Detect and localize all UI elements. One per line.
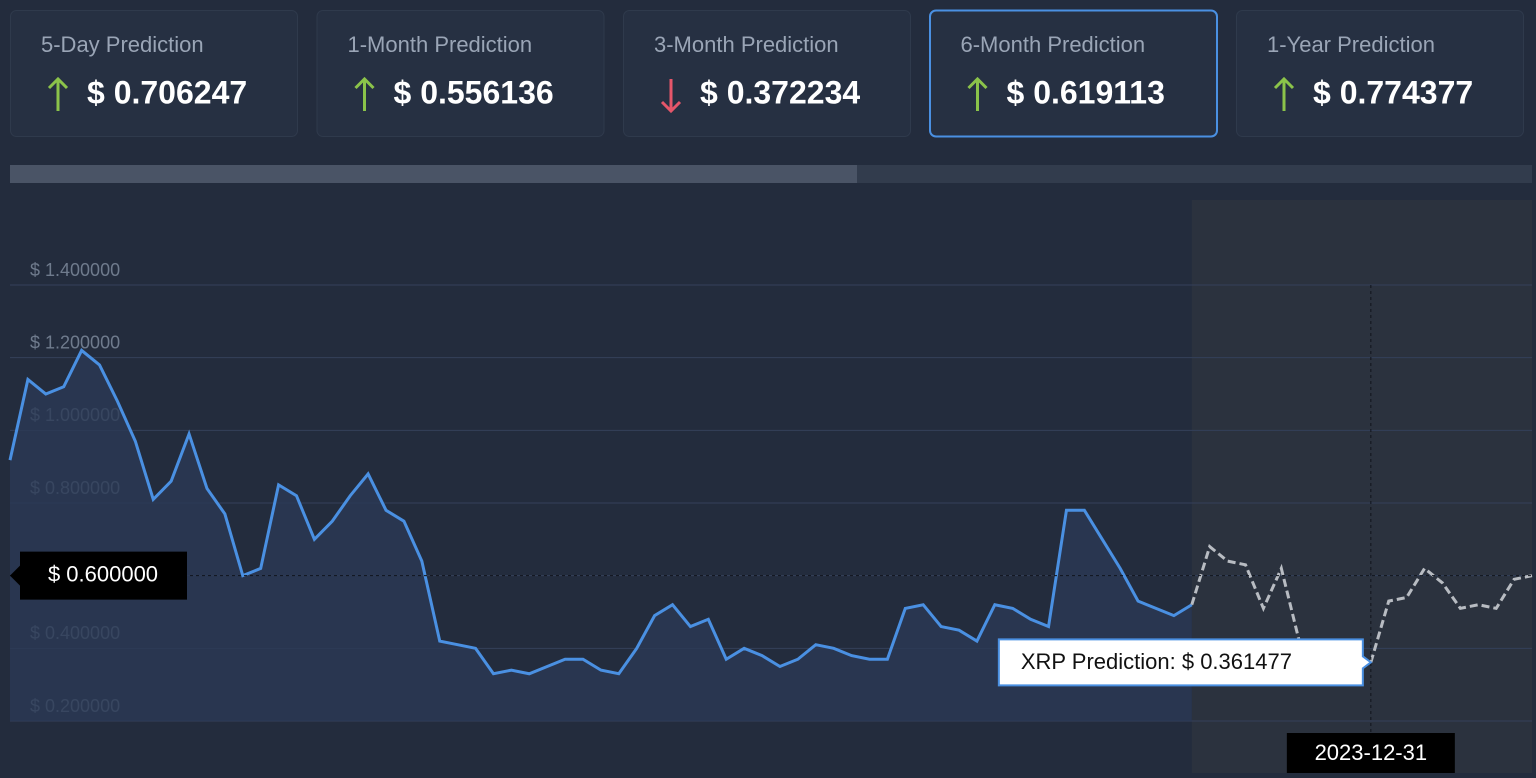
card-value: $ 0.774377	[1313, 74, 1473, 110]
price-line	[8, 348, 1193, 676]
prediction-card[interactable]	[623, 10, 911, 137]
card-value: $ 0.372234	[700, 74, 860, 110]
y-tick-label: $ 1.200000	[30, 332, 120, 352]
tooltip-box	[997, 638, 1373, 687]
card-value: $ 0.556136	[394, 74, 554, 110]
arrow-up	[967, 76, 988, 111]
crosshair-y-label: $ 0.600000	[48, 561, 158, 586]
crosshair-y-box	[10, 551, 187, 600]
card-label: 1-Year Prediction	[1267, 32, 1435, 57]
area-fill	[10, 350, 1192, 721]
card-label: 3-Month Prediction	[654, 32, 839, 57]
prediction-card[interactable]	[929, 9, 1218, 138]
card-value: $ 0.706247	[87, 74, 247, 110]
card-label: 1-Month Prediction	[348, 32, 533, 57]
crosshair-x-label: 2023-12-31	[1315, 740, 1428, 765]
y-tick-label: $ 1.400000	[30, 260, 120, 280]
prediction-card[interactable]	[10, 10, 298, 137]
card-value: $ 0.619113	[1007, 74, 1165, 110]
prediction-card[interactable]	[316, 10, 605, 137]
prediction-card[interactable]	[1236, 10, 1524, 137]
date-box	[1286, 733, 1455, 773]
arrow-up	[1273, 76, 1295, 111]
card-label: 5-Day Prediction	[41, 32, 204, 57]
arrow-up	[354, 76, 375, 111]
arrow-down	[660, 79, 682, 114]
prediction-zone	[1191, 200, 1532, 773]
prediction-line	[1190, 544, 1533, 663]
arrow-up	[47, 76, 69, 111]
tooltip-text: XRP Prediction: $ 0.361477	[1021, 649, 1292, 674]
scroll-thumb[interactable]	[10, 165, 857, 183]
card-label: 6-Month Prediction	[961, 32, 1146, 57]
